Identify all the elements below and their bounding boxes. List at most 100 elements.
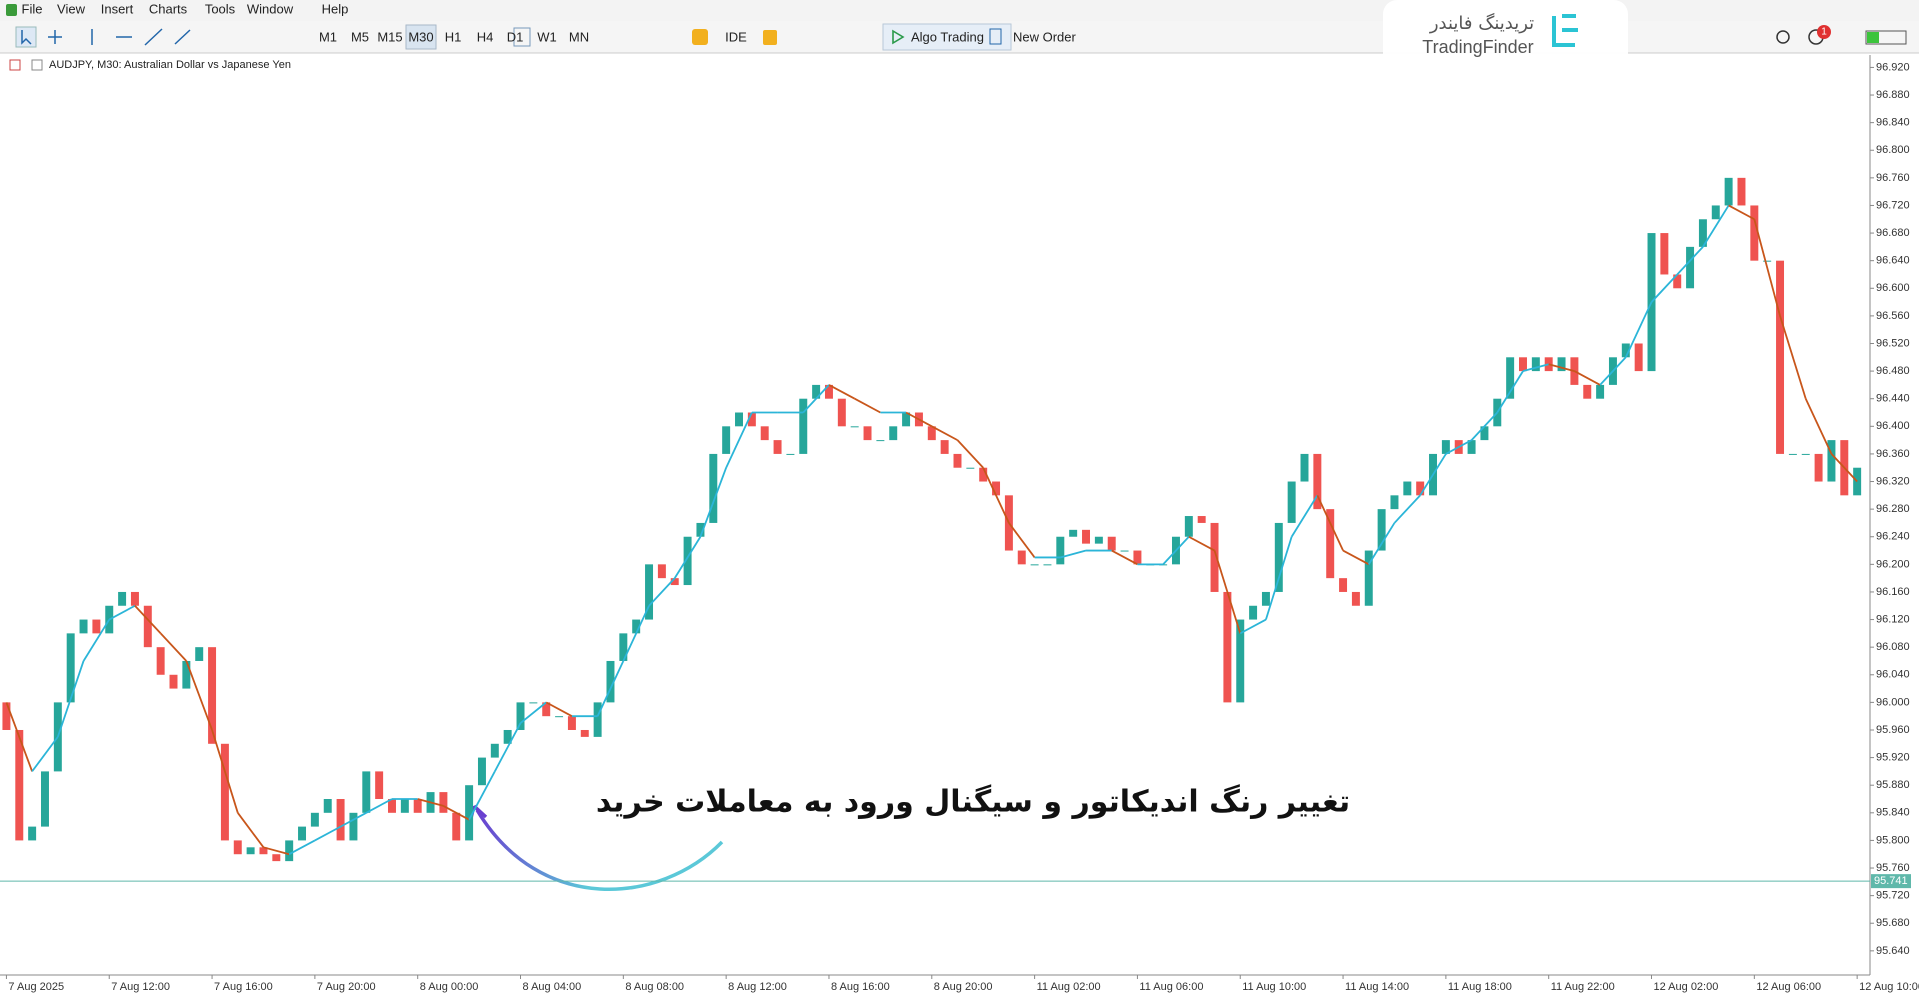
coin-icon[interactable] (692, 29, 708, 45)
menu-item[interactable]: View (57, 1, 86, 16)
timeframe-button[interactable]: H4 (477, 29, 494, 44)
order-button[interactable]: New Order (1013, 29, 1077, 44)
crosshair-tool[interactable] (48, 30, 62, 44)
candle (1634, 343, 1643, 372)
ide-icon[interactable] (513, 27, 531, 47)
candle (760, 426, 769, 441)
algo-label[interactable]: Algo Trading (911, 29, 984, 44)
indicator-segment (56, 660, 85, 738)
indicator-segment (1239, 618, 1267, 635)
candle (979, 467, 988, 482)
search-icon[interactable] (1776, 30, 1790, 44)
timeframe-button[interactable]: MN (569, 29, 589, 44)
timeframe-button[interactable]: W1 (537, 29, 557, 44)
candle (953, 453, 962, 468)
indicator-segment (1599, 356, 1627, 386)
candle (529, 702, 538, 704)
candle (92, 619, 101, 634)
indicator-segment (1316, 494, 1344, 551)
candle (863, 426, 872, 441)
indicator-segment (648, 577, 676, 607)
indicator-segment (1188, 535, 1215, 552)
y-tick-label: 96.320 (1876, 475, 1910, 487)
candle (1724, 177, 1733, 206)
current-price-box (1871, 874, 1911, 889)
current-price-label: 95.741 (1874, 875, 1908, 887)
play-icon (892, 29, 905, 45)
indicator-segment (1111, 549, 1138, 566)
timeframe-button[interactable]: M5 (351, 29, 369, 44)
cursor-tool[interactable] (15, 26, 37, 48)
y-tick-label: 96.640 (1876, 255, 1910, 267)
indicator-segment (854, 397, 881, 414)
indicator-segment (673, 536, 702, 579)
candle (1326, 509, 1335, 579)
drawing-tools[interactable] (91, 28, 191, 46)
menu-item[interactable]: File (22, 1, 43, 16)
indicator-segment (1702, 204, 1730, 248)
x-tick-label: 8 Aug 20:00 (934, 981, 993, 993)
candle (336, 799, 345, 841)
lock-icon[interactable] (763, 30, 777, 45)
x-tick-label: 11 Aug 02:00 (1037, 981, 1101, 993)
y-tick-label: 95.920 (1876, 752, 1910, 764)
x-tick-label: 7 Aug 12:00 (111, 981, 170, 993)
y-tick-label: 96.360 (1876, 448, 1910, 460)
candle (1416, 481, 1425, 496)
candle (966, 467, 975, 469)
candle (208, 647, 217, 744)
y-tick-label: 96.720 (1876, 199, 1910, 211)
candle (1673, 274, 1682, 289)
menu-item[interactable]: Charts (149, 1, 188, 16)
indicator-segment (159, 632, 188, 662)
candle (632, 619, 641, 634)
candle (79, 619, 88, 634)
indicator-segment (931, 425, 958, 441)
indicator-segment (1728, 204, 1755, 221)
candle (773, 440, 782, 454)
candle (1184, 516, 1193, 537)
menu-item[interactable]: Insert (101, 1, 134, 16)
indicator-segment (211, 729, 239, 814)
y-tick-label: 95.640 (1876, 945, 1910, 957)
candle (1197, 516, 1206, 523)
menu-item[interactable]: Help (322, 1, 349, 16)
y-tick-label: 96.040 (1876, 669, 1910, 681)
candle (400, 799, 409, 813)
y-tick-label: 95.760 (1876, 862, 1910, 874)
menu-item[interactable]: Window (247, 1, 294, 16)
candle (812, 384, 821, 399)
indicator-segment (1393, 494, 1421, 524)
candle (1814, 453, 1823, 482)
x-tick-label: 8 Aug 04:00 (523, 981, 582, 993)
candle (1133, 550, 1142, 565)
candle (1467, 440, 1476, 454)
candle (902, 412, 911, 427)
candle (1377, 509, 1386, 551)
timeframe-button[interactable]: M15 (377, 29, 402, 44)
notify-count: 1 (1821, 27, 1827, 38)
timeframe-button[interactable]: M1 (319, 29, 337, 44)
candle (683, 536, 692, 586)
timeframe-button[interactable]: M30 (408, 29, 433, 44)
indicator-segment (1367, 522, 1396, 565)
candle (1519, 357, 1527, 372)
indicator-segment (828, 384, 856, 400)
indicator-segment (905, 411, 933, 428)
ide-button[interactable]: IDE (725, 29, 747, 44)
menu-item[interactable]: Tools (205, 1, 236, 16)
indicator-segment (185, 660, 213, 731)
timeframe-button[interactable]: H1 (445, 29, 462, 44)
app-icon (6, 4, 17, 16)
candle (503, 729, 512, 744)
y-tick-label: 95.720 (1876, 890, 1910, 902)
y-tick-label: 95.800 (1876, 834, 1910, 846)
candle (1788, 453, 1797, 455)
timeframe-button[interactable]: D1 (507, 29, 524, 44)
candle (1017, 550, 1026, 565)
candle (323, 799, 332, 813)
indicator-segment (622, 605, 650, 662)
candle (490, 743, 499, 758)
candle (1107, 536, 1116, 551)
indicator-segment (417, 798, 444, 807)
